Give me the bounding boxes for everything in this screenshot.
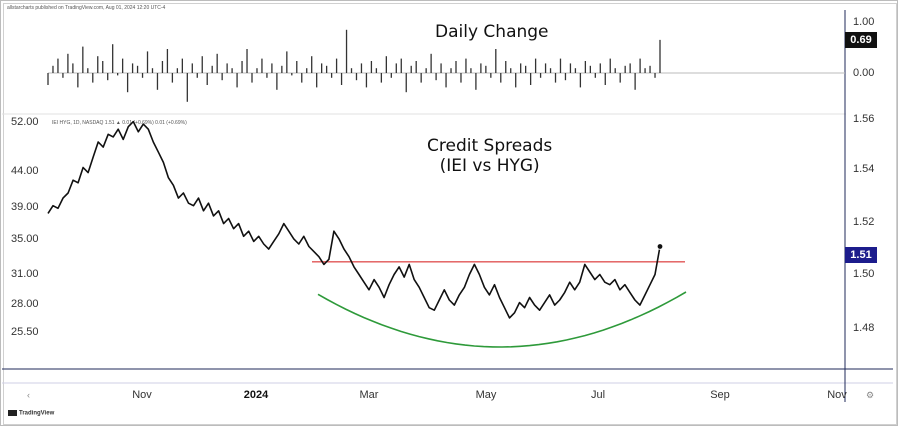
symbol-legend: IEI HYG, 1D, NASDAQ 1.51 ▲ 0.01 (+0.69%)… [52,120,187,126]
credit-spreads-title-line1: Credit Spreads [427,136,553,156]
lower-right-tick: 1.52 [853,216,875,228]
upper-right-tick: 0.00 [853,67,875,79]
axis-scroll-left-icon[interactable]: ‹ [27,390,30,400]
x-tick: May [475,389,497,401]
left-tick: 52.00 [11,116,39,128]
lower-right-tick: 1.50 [853,268,875,280]
daily-change-title: Daily Change [435,22,549,42]
lower-right-tick: 1.54 [853,163,875,175]
base-curve-line [317,291,687,348]
attribution-text: allstarcharts published on TradingView.c… [7,5,166,11]
left-tick: 44.00 [11,165,39,177]
last-price-marker [656,243,664,250]
left-tick: 35.00 [11,233,39,245]
x-tick: Sep [710,389,730,401]
left-tick: 39.00 [11,201,39,213]
left-tick: 25.50 [11,326,39,338]
x-tick: 2024 [243,389,269,401]
x-tick: Jul [590,389,606,401]
tradingview-logo-icon [8,410,17,416]
credit-spreads-line [47,120,661,319]
upper-right-tick: 1.00 [853,16,875,28]
credit-spreads-subtitle: (IEI vs HYG) [439,156,540,176]
left-tick: 31.00 [11,268,39,280]
x-tick: Nov [132,389,152,401]
x-tick: Nov [827,389,847,401]
lower-right-tick: 1.56 [853,113,875,125]
tradingview-logo: TradingView [8,410,54,417]
daily-change-value-badge: 0.69 [845,32,877,48]
tradingview-logo-text: TradingView [19,410,55,417]
x-tick: Mar [359,389,379,401]
axis-settings-icon[interactable]: ⚙ [866,390,875,400]
left-tick: 28.00 [11,298,39,310]
lower-right-tick: 1.48 [853,322,875,334]
last-price-badge: 1.51 [845,247,877,263]
chart-inner-border [3,3,897,425]
credit-spreads-title: Credit Spreads (IEI vs HYG) [427,136,552,176]
